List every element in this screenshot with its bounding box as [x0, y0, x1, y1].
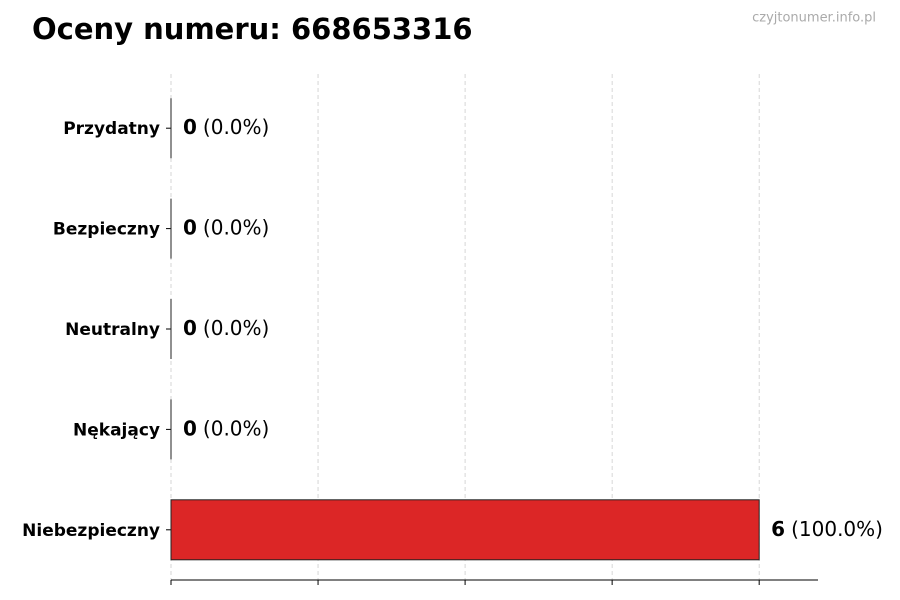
- value-percent: (100.0%): [791, 516, 883, 540]
- value-percent: (0.0%): [203, 316, 269, 340]
- value-percent: (0.0%): [203, 416, 269, 440]
- value-label: 6 (100.0%): [771, 516, 883, 540]
- value-label: 0 (0.0%): [183, 316, 269, 340]
- value-count: 6: [771, 516, 785, 540]
- chart-title: Oceny numeru: 668653316: [32, 12, 473, 46]
- value-percent: (0.0%): [203, 115, 269, 139]
- value-count: 0: [183, 316, 197, 340]
- value-count: 0: [183, 115, 197, 139]
- bar: [170, 499, 760, 561]
- value-label: 0 (0.0%): [183, 416, 269, 440]
- y-tick-label: Neutralny: [65, 320, 160, 340]
- value-label: 0 (0.0%): [183, 115, 269, 139]
- watermark: czyjtonumer.info.pl: [752, 11, 876, 26]
- y-tick-label: Przydatny: [63, 119, 160, 139]
- value-count: 0: [183, 416, 197, 440]
- y-tick-label: Bezpieczny: [53, 220, 160, 240]
- y-tick-label: Niebezpieczny: [22, 521, 160, 541]
- value-label: 0 (0.0%): [183, 215, 269, 239]
- y-tick-label: Nękający: [73, 420, 160, 440]
- value-percent: (0.0%): [203, 215, 269, 239]
- value-count: 0: [183, 215, 197, 239]
